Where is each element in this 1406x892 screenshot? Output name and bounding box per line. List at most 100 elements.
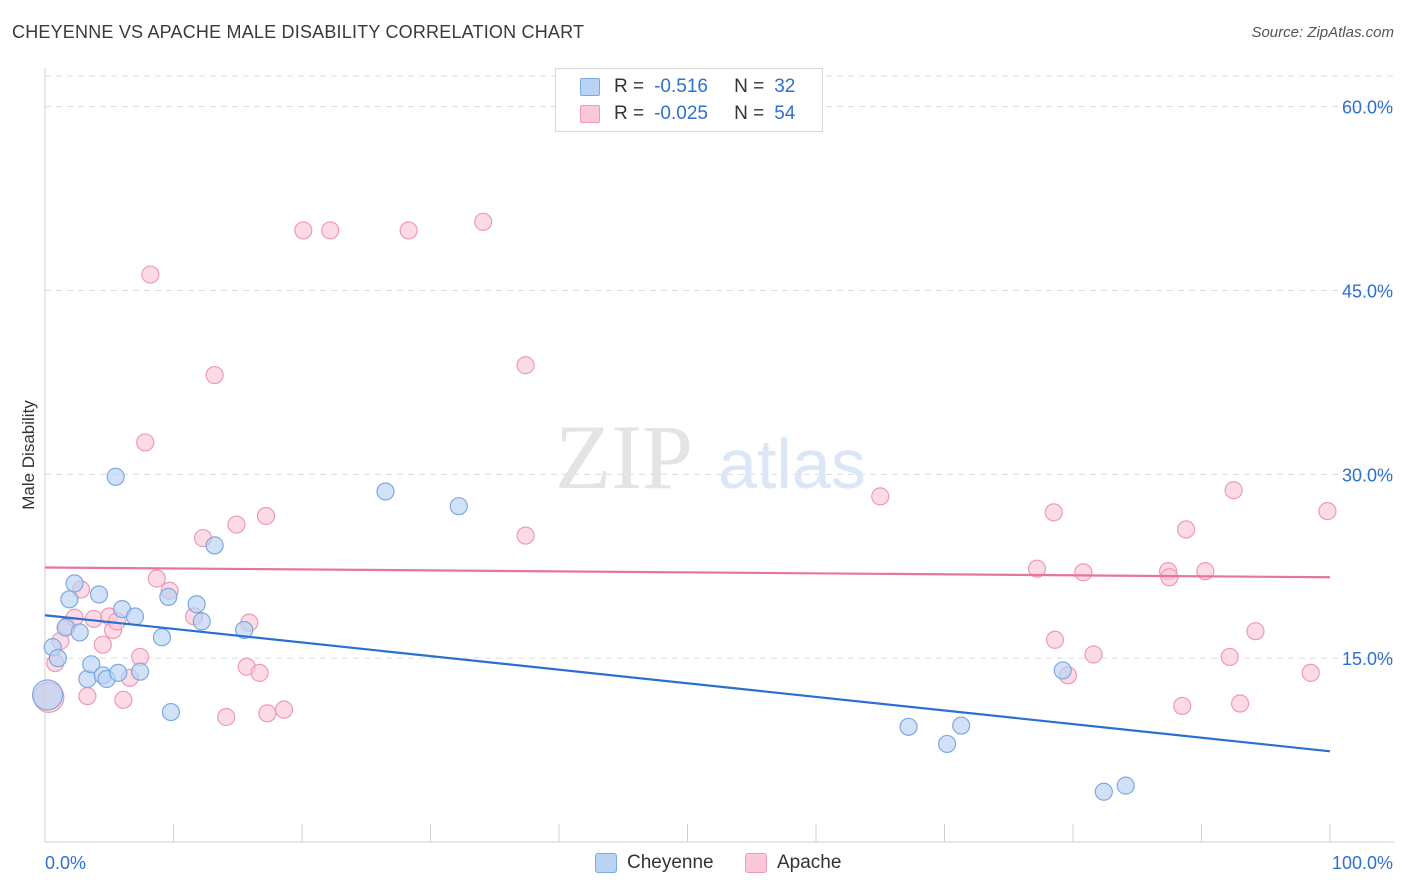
cheyenne-point	[937, 734, 957, 754]
legend-n-value: 32	[774, 76, 796, 97]
cheyenne-point	[89, 585, 109, 604]
apache-point	[78, 687, 97, 706]
apache-point	[1044, 503, 1063, 522]
apache-trend-line	[44, 566, 1331, 579]
series-legend: Cheyenne Apache	[0, 852, 1406, 878]
y-axis-label: Male Disability	[19, 400, 38, 510]
cheyenne-point	[70, 623, 89, 642]
cheyenne-point	[952, 716, 971, 735]
gridlines	[45, 75, 1394, 659]
apache-point	[871, 487, 890, 506]
cheyenne-trend-line	[44, 614, 1331, 753]
cheyenne-point	[192, 612, 211, 631]
watermark: ZIP atlas	[555, 406, 866, 508]
y-tick-label: 45.0%	[1342, 281, 1393, 301]
chart-title: CHEYENNE VS APACHE MALE DISABILITY CORRE…	[12, 22, 585, 42]
axes	[44, 68, 1394, 843]
legend-swatch-apache	[745, 853, 767, 873]
cheyenne-point	[31, 679, 64, 711]
y-tick-label: 60.0%	[1342, 98, 1393, 118]
apache-point	[1246, 622, 1265, 641]
apache-point	[274, 700, 294, 719]
legend-item-cheyenne[interactable]: Cheyenne	[595, 852, 714, 874]
legend-swatch-apache	[580, 105, 600, 123]
cheyenne-point	[235, 620, 254, 640]
cheyenne-point	[161, 702, 181, 722]
x-tick-label: 100.0%	[1332, 853, 1393, 873]
apache-point	[136, 433, 155, 452]
apache-point	[1230, 694, 1250, 713]
legend-row-cheyenne: R = -0.516 N = 32	[580, 75, 795, 99]
apache-point	[1045, 630, 1065, 649]
tick-labels: 15.0% 30.0% 45.0% 60.0% 0.0% 100.0%	[45, 98, 1393, 873]
legend-label-cheyenne: Cheyenne	[627, 852, 714, 873]
apache-point	[1160, 568, 1179, 587]
legend-swatch-cheyenne	[580, 78, 600, 96]
cheyenne-point	[48, 649, 67, 668]
cheyenne-point	[152, 628, 172, 647]
cheyenne-point	[187, 595, 206, 614]
stats-legend: R = -0.516 N = 32 R = -0.025 N = 54	[555, 68, 823, 132]
apache-point	[1301, 663, 1320, 682]
legend-swatch-cheyenne	[595, 853, 617, 873]
legend-item-apache[interactable]: Apache	[745, 852, 841, 874]
legend-r-label: R =	[614, 103, 645, 124]
cheyenne-point	[125, 607, 145, 626]
cheyenne-point	[106, 467, 125, 486]
cheyenne-point	[109, 663, 128, 682]
apache-point	[516, 356, 535, 375]
apache-point	[93, 635, 112, 654]
cheyenne-point	[899, 717, 918, 736]
legend-r-value: -0.516	[654, 76, 708, 97]
legend-r-label: R =	[614, 76, 645, 97]
source-credit: Source: ZipAtlas.com	[1251, 24, 1394, 41]
cheyenne-points	[31, 467, 1135, 801]
apache-point	[114, 690, 133, 709]
apache-point	[516, 526, 535, 545]
apache-point	[1220, 647, 1239, 667]
cheyenne-point	[376, 482, 395, 501]
apache-point	[1027, 559, 1047, 578]
apache-point	[227, 515, 246, 534]
apache-point	[258, 704, 277, 723]
cheyenne-point	[1094, 782, 1113, 801]
apache-point	[256, 506, 276, 526]
apache-point	[141, 265, 160, 284]
apache-point	[205, 365, 224, 385]
apache-point	[1074, 563, 1093, 582]
cheyenne-point	[205, 536, 224, 555]
watermark-atlas: atlas	[718, 425, 866, 503]
apache-point	[1176, 520, 1196, 539]
apache-point	[147, 569, 166, 588]
cheyenne-point	[449, 497, 468, 516]
apache-point	[321, 221, 340, 240]
apache-point	[250, 663, 269, 682]
apache-point	[1318, 501, 1337, 521]
cheyenne-point	[130, 662, 150, 681]
cheyenne-point	[60, 590, 79, 609]
legend-r-value: -0.025	[654, 103, 708, 124]
trend-lines	[44, 566, 1331, 753]
apache-point	[294, 221, 313, 240]
cheyenne-point	[65, 574, 84, 593]
apache-point	[1084, 645, 1103, 664]
legend-n-label: N =	[734, 103, 765, 124]
apache-point	[474, 212, 493, 231]
apache-point	[217, 707, 236, 727]
apache-point	[399, 221, 418, 240]
y-tick-label: 15.0%	[1342, 649, 1393, 669]
legend-n-value: 54	[774, 103, 796, 124]
legend-label-apache: Apache	[777, 852, 842, 873]
y-tick-label: 30.0%	[1342, 465, 1393, 485]
legend-row-apache: R = -0.025 N = 54	[580, 102, 795, 126]
legend-n-label: N =	[734, 76, 765, 97]
x-tick-label: 0.0%	[45, 853, 86, 873]
apache-point	[1173, 696, 1192, 716]
cheyenne-point	[82, 655, 101, 674]
cheyenne-point	[1053, 661, 1072, 680]
cheyenne-point	[159, 587, 178, 606]
watermark-zip: ZIP	[555, 406, 693, 508]
cheyenne-point	[1116, 776, 1135, 795]
apache-point	[1224, 481, 1243, 500]
